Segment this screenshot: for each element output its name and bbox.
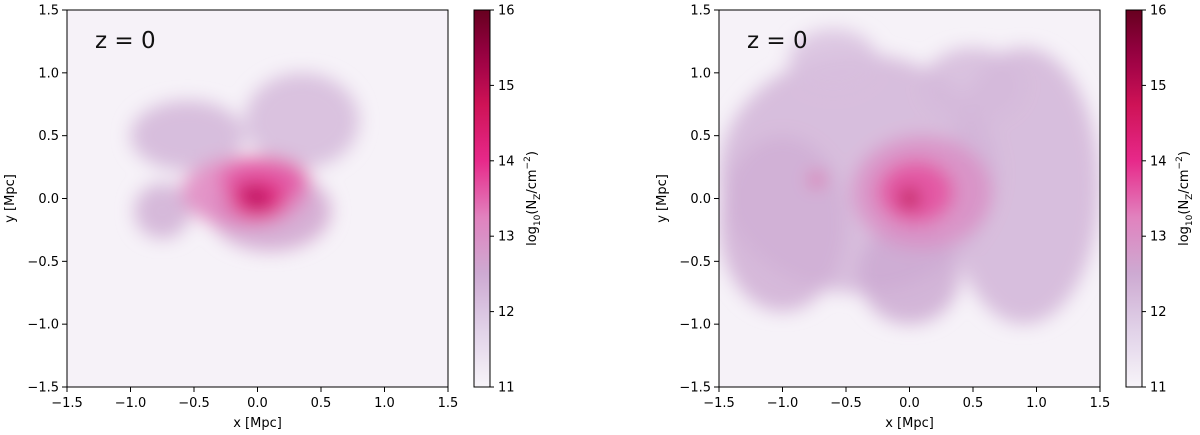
density-region <box>788 28 878 92</box>
left-heatmap-chart: −1.5 −1.0 −0.5 0.0 0.5 1.0 1.5 −1.5 −1.0 −0.5 0.0 0… <box>3 4 543 432</box>
colorbar-tick-label: 15 <box>498 79 515 94</box>
colorbar <box>1125 9 1143 388</box>
y-tick-label: 0.5 <box>38 129 59 144</box>
colorbar-tick-label: 11 <box>498 381 515 396</box>
colorbar <box>473 9 491 388</box>
x-tick-label: −1.0 <box>767 396 799 411</box>
x-tick-label: 1.5 <box>1090 396 1111 411</box>
redshift-annotation: z = 0 <box>95 28 156 54</box>
left-panel: −1.5 −1.0 −0.5 0.0 0.5 1.0 1.5 −1.5 −1.0 −0.5 0.0 0… <box>3 4 543 432</box>
x-tick-label: −1.0 <box>115 396 147 411</box>
density-region <box>905 193 914 204</box>
density-region <box>247 189 268 208</box>
y-tick-label: 1.0 <box>690 66 711 81</box>
x-tick-label: −1.5 <box>51 396 83 411</box>
x-axis-label: x [Mpc] <box>233 416 282 431</box>
y-tick-label: 1.5 <box>38 4 59 19</box>
y-tick-label: 0.0 <box>690 192 711 207</box>
y-tick-label: 1.5 <box>690 4 711 19</box>
density-region <box>719 135 846 312</box>
colorbar-label: log10(NZ/cm−2) <box>523 151 543 246</box>
y-tick-label: −0.5 <box>27 255 59 270</box>
colorbar-tick-label: 15 <box>1150 79 1167 94</box>
colorbar-tick-label: 12 <box>498 305 515 320</box>
colorbar-tick-label: 14 <box>498 154 515 169</box>
density-region <box>243 185 252 194</box>
x-tick-label: −0.5 <box>830 396 862 411</box>
colorbar-tick-label: 14 <box>1150 154 1167 169</box>
x-tick-label: −1.5 <box>703 396 735 411</box>
density-region <box>134 183 191 239</box>
y-tick-label: −0.5 <box>679 255 711 270</box>
x-tick-label: 1.5 <box>438 396 459 411</box>
y-axis-label: y [Mpc] <box>655 174 670 223</box>
x-axis-label: x [Mpc] <box>885 416 934 431</box>
x-tick-label: 0.5 <box>311 396 332 411</box>
density-region <box>244 72 360 169</box>
y-tick-label: 1.0 <box>38 66 59 81</box>
x-tick-label: 0.0 <box>899 396 920 411</box>
x-tick-label: 1.0 <box>1026 396 1047 411</box>
density-region <box>130 100 245 171</box>
y-axis-label: y [Mpc] <box>3 174 18 223</box>
density-region <box>922 47 1024 124</box>
colorbar-tick-label: 11 <box>1150 381 1167 396</box>
colorbar-tick-label: 16 <box>1150 4 1167 19</box>
y-tick-label: 0.0 <box>38 192 59 207</box>
y-tick-label: 0.5 <box>690 129 711 144</box>
right-panel: −1.5 −1.0 −0.5 0.0 0.5 1.0 1.5 −1.5 −1.0 −0.5 0.0 0… <box>652 0 1200 435</box>
y-tick-label: −1.0 <box>27 318 59 333</box>
density-region <box>858 223 961 325</box>
y-tick-label: −1.5 <box>27 381 59 396</box>
colorbar-label: log10(NZ/cm−2) <box>1175 151 1195 246</box>
x-tick-label: 0.0 <box>247 396 268 411</box>
x-tick-label: 0.5 <box>963 396 984 411</box>
y-tick-label: −1.0 <box>679 318 711 333</box>
x-tick-label: 1.0 <box>374 396 395 411</box>
right-heatmap-chart: −1.5 −1.0 −0.5 0.0 0.5 1.0 1.5 −1.5 −1.0 −0.5 0.0 0… <box>655 4 1195 432</box>
colorbar-tick-label: 12 <box>1150 305 1167 320</box>
colorbar-tick-label: 16 <box>498 4 515 19</box>
redshift-annotation: z = 0 <box>747 28 808 54</box>
colorbar-tick-label: 13 <box>1150 230 1167 245</box>
y-tick-label: −1.5 <box>679 381 711 396</box>
colorbar-tick-label: 13 <box>498 230 515 245</box>
x-tick-label: −0.5 <box>178 396 210 411</box>
density-region <box>809 173 825 186</box>
